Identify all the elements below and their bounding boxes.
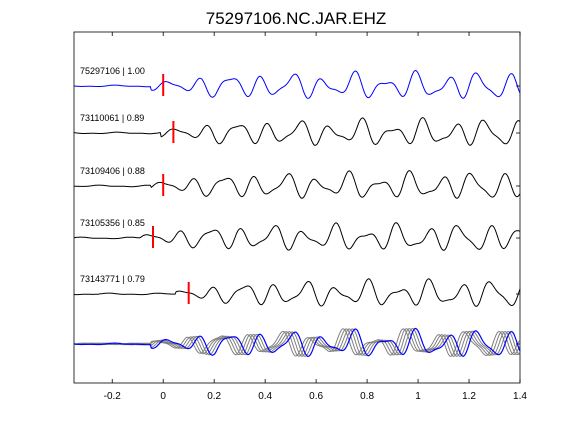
x-tick-label: 0.8 <box>360 391 374 402</box>
x-tick-label: 1 <box>415 391 421 402</box>
overlay-reference-trace <box>73 327 521 358</box>
overlay-group <box>73 327 521 358</box>
picks-group <box>152 74 190 304</box>
plot-frame <box>73 31 521 384</box>
trace-line-5 <box>74 278 521 307</box>
x-tick-label: 1.2 <box>462 391 476 402</box>
x-tick-label: -0.2 <box>104 391 122 402</box>
traces-group <box>73 69 521 307</box>
trace-label-2: 73110061 | 0.89 <box>80 113 144 123</box>
x-axis: -0.2 0 0.2 0.4 0.6 0.8 1 1.2 1.4 <box>104 32 527 402</box>
chart-title: 75297106.NC.JAR.EHZ <box>206 9 386 28</box>
x-tick-label: 1.4 <box>513 391 527 402</box>
trace-label-4: 73105356 | 0.85 <box>80 218 145 228</box>
trace-line-4 <box>73 222 521 251</box>
trace-label-1: 75297106 | 1.00 <box>80 66 145 76</box>
trace-label-3: 73109406 | 0.88 <box>80 166 145 176</box>
overlay-trace-3 <box>74 328 521 357</box>
trace-line-3 <box>74 170 521 199</box>
x-tick-label: 0.6 <box>309 391 323 402</box>
trace-labels-group: 75297106 | 1.00 73110061 | 0.89 73109406 |… <box>80 66 145 284</box>
x-tick-label: 0 <box>160 391 166 402</box>
trace-line-1 <box>73 69 521 99</box>
trace-label-5: 73143771 | 0.79 <box>80 274 145 284</box>
x-tick-label: 0.2 <box>207 391 221 402</box>
trace-line-2 <box>73 117 521 146</box>
x-tick-label: 0.4 <box>258 391 272 402</box>
